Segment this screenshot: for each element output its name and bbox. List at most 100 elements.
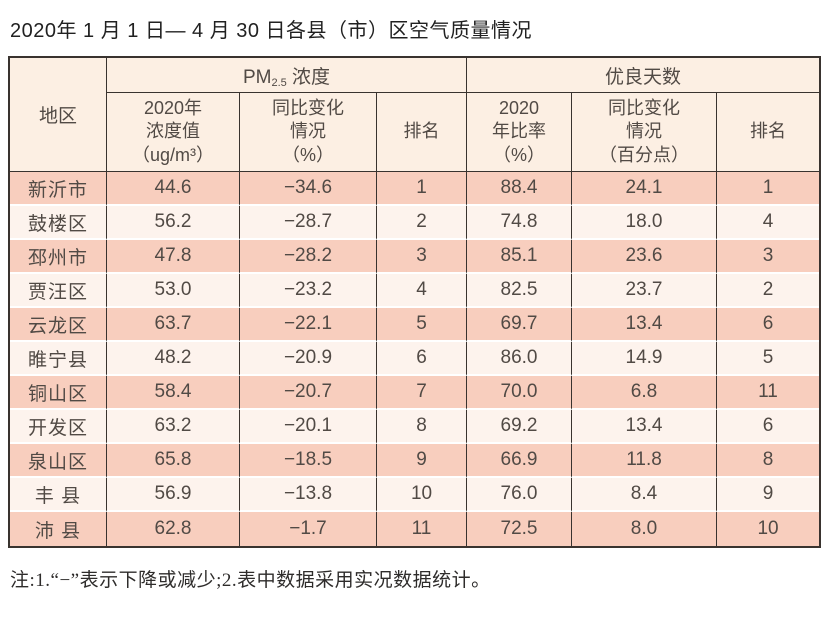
good-days-group-header-cell: 优良天数: [467, 58, 820, 93]
table-row: 新沂市 44.6 −34.6 1 88.4 24.1 1: [10, 172, 820, 206]
good-rate-header-cell: 2020 年比率 （%）: [467, 93, 573, 172]
pm-rank-cell: 10: [377, 478, 468, 512]
good-change-cell: 23.6: [572, 240, 718, 274]
good-rank-cell: 5: [717, 342, 820, 376]
good-rank-cell: 1: [717, 172, 820, 206]
pm-value-cell: 63.7: [107, 308, 240, 342]
good-rate-cell: 69.2: [467, 410, 573, 444]
region-cell: 鼓楼区: [10, 206, 107, 240]
pm-value-cell: 62.8: [107, 512, 240, 546]
region-cell: 开发区: [10, 410, 107, 444]
pm-change-cell: −22.1: [240, 308, 377, 342]
good-change-cell: 18.0: [572, 206, 718, 240]
region-cell: 睢宁县: [10, 342, 107, 376]
pm-change-cell: −20.9: [240, 342, 377, 376]
pm-change-cell: −1.7: [240, 512, 377, 546]
pm-rank-cell: 6: [377, 342, 468, 376]
region-header-cell: 地区: [10, 58, 107, 172]
table-row: 开发区 63.2 −20.1 8 69.2 13.4 6: [10, 410, 820, 444]
pm25-label-subscript: 2.5: [271, 76, 287, 89]
good-change-cell: 6.8: [572, 376, 718, 410]
pm-change-cell: −23.2: [240, 274, 377, 308]
table-row: 云龙区 63.7 −22.1 5 69.7 13.4 6: [10, 308, 820, 342]
good-rank-cell: 2: [717, 274, 820, 308]
region-cell: 丰 县: [10, 478, 107, 512]
region-cell: 泉山区: [10, 444, 107, 478]
pm-rank-header-cell: 排名: [377, 93, 468, 172]
table-row: 睢宁县 48.2 −20.9 6 86.0 14.9 5: [10, 342, 820, 376]
good-rank-cell: 6: [717, 410, 820, 444]
good-change-cell: 11.8: [572, 444, 718, 478]
pm-change-cell: −28.2: [240, 240, 377, 274]
good-rate-cell: 72.5: [467, 512, 573, 546]
pm-value-cell: 47.8: [107, 240, 240, 274]
table-row: 贾汪区 53.0 −23.2 4 82.5 23.7 2: [10, 274, 820, 308]
region-cell: 铜山区: [10, 376, 107, 410]
pm-value-cell: 65.8: [107, 444, 240, 478]
pm25-label-prefix: PM: [242, 66, 272, 88]
pm-change-cell: −28.7: [240, 206, 377, 240]
good-change-cell: 14.9: [572, 342, 718, 376]
table-row: 泉山区 65.8 −18.5 9 66.9 11.8 8: [10, 444, 820, 478]
pm-rank-cell: 11: [377, 512, 468, 546]
good-rank-cell: 9: [717, 478, 820, 512]
table-row: 沛 县 62.8 −1.7 11 72.5 8.0 10: [10, 512, 820, 546]
region-cell: 邳州市: [10, 240, 107, 274]
good-rank-cell: 11: [717, 376, 820, 410]
good-change-cell: 23.7: [572, 274, 718, 308]
good-rate-cell: 86.0: [467, 342, 573, 376]
good-rate-cell: 85.1: [467, 240, 573, 274]
good-rate-cell: 66.9: [467, 444, 573, 478]
good-rank-cell: 6: [717, 308, 820, 342]
pm-value-cell: 44.6: [107, 172, 240, 206]
pm-rank-cell: 1: [377, 172, 468, 206]
table-body: 新沂市 44.6 −34.6 1 88.4 24.1 1 鼓楼区 56.2 −28.7 2 74.8 1…: [10, 172, 820, 546]
good-rate-cell: 70.0: [467, 376, 573, 410]
pm-change-cell: −18.5: [240, 444, 377, 478]
good-rank-cell: 8: [717, 444, 820, 478]
good-change-cell: 24.1: [572, 172, 718, 206]
pm-rank-cell: 7: [377, 376, 468, 410]
good-rate-cell: 69.7: [467, 308, 573, 342]
table-row: 鼓楼区 56.2 −28.7 2 74.8 18.0 4: [10, 206, 820, 240]
pm-value-header-cell: 2020年 浓度值 （ug/m³）: [107, 93, 240, 172]
good-change-cell: 13.4: [572, 410, 718, 444]
table-row: 丰 县 56.9 −13.8 10 76.0 8.4 9: [10, 478, 820, 512]
pm-change-cell: −20.1: [240, 410, 377, 444]
good-rank-cell: 10: [717, 512, 820, 546]
pm-rank-cell: 4: [377, 274, 468, 308]
table-row: 铜山区 58.4 −20.7 7 70.0 6.8 11: [10, 376, 820, 410]
pm-value-cell: 48.2: [107, 342, 240, 376]
region-cell: 贾汪区: [10, 274, 107, 308]
good-rate-cell: 74.8: [467, 206, 573, 240]
pm-change-cell: −13.8: [240, 478, 377, 512]
good-rank-header-cell: 排名: [717, 93, 820, 172]
good-rank-cell: 4: [717, 206, 820, 240]
footnote: 注:1.“−”表示下降或减少;2.表中数据采用实况数据统计。: [10, 570, 491, 591]
pm-value-cell: 58.4: [107, 376, 240, 410]
pm-value-cell: 53.0: [107, 274, 240, 308]
pm-change-cell: −34.6: [240, 172, 377, 206]
good-change-header-cell: 同比变化 情况 （百分点）: [572, 93, 718, 172]
pm-change-header-cell: 同比变化 情况 （%）: [240, 93, 377, 172]
air-quality-table: 地区 PM2.5 浓度 优良天数 2020年 浓度值 （ug/m³） 同比变化 …: [8, 56, 822, 548]
pm25-group-header-cell: PM2.5 浓度: [107, 58, 468, 93]
pm-rank-cell: 5: [377, 308, 468, 342]
header-group-row: 地区 PM2.5 浓度 优良天数: [10, 58, 820, 172]
good-rank-cell: 3: [717, 240, 820, 274]
header-sub-row: 2020年 浓度值 （ug/m³） 同比变化 情况 （%） 排名 2020 年比…: [10, 93, 820, 172]
good-change-cell: 8.0: [572, 512, 718, 546]
pm-rank-cell: 9: [377, 444, 468, 478]
table-row: 邳州市 47.8 −28.2 3 85.1 23.6 3: [10, 240, 820, 274]
region-cell: 云龙区: [10, 308, 107, 342]
pm-value-cell: 56.2: [107, 206, 240, 240]
region-cell: 沛 县: [10, 512, 107, 546]
good-change-cell: 8.4: [572, 478, 718, 512]
good-change-cell: 13.4: [572, 308, 718, 342]
pm25-label-suffix: 浓度: [286, 66, 331, 88]
region-cell: 新沂市: [10, 172, 107, 206]
table-header: 地区 PM2.5 浓度 优良天数 2020年 浓度值 （ug/m³） 同比变化 …: [10, 58, 820, 172]
good-rate-cell: 82.5: [467, 274, 573, 308]
page-title: 2020年 1 月 1 日— 4 月 30 日各县（市）区空气质量情况: [10, 20, 533, 42]
